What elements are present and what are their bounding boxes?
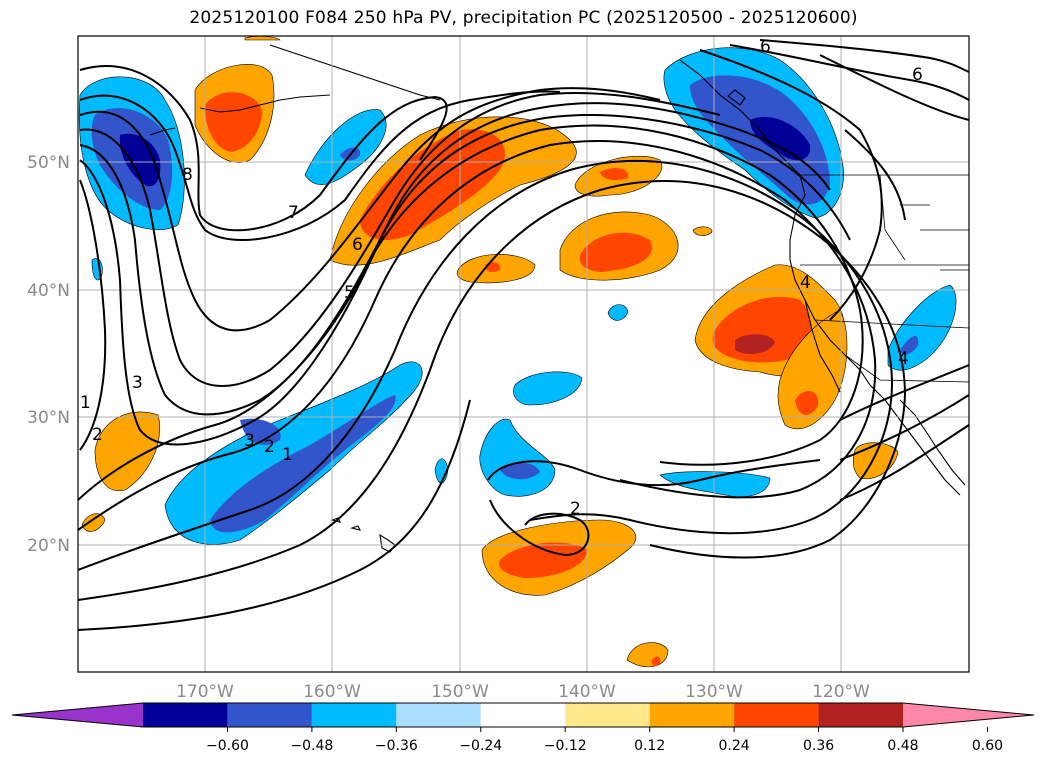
contour-label: 3 (132, 373, 143, 393)
negative-anomaly-peak (119, 133, 161, 187)
map-title: 2025120100 F084 250 hPa PV, precipitatio… (189, 8, 858, 28)
longitude-labels: 170°W 160°W 150°W 140°W 130°W 120°W (176, 682, 870, 702)
colorbar-tick-label: 0.60 (972, 738, 1003, 754)
colorbar-tick-label: −0.36 (375, 738, 418, 754)
lon-label: 150°W (431, 682, 489, 702)
contour-label: 3 (244, 431, 255, 451)
contour-label: 2 (264, 437, 275, 457)
contour-label: 2 (92, 425, 103, 445)
colorbar-segment (565, 703, 650, 727)
contour-label: 4 (898, 349, 909, 369)
colorbar-tick-label: 0.12 (634, 738, 665, 754)
precip-shading (79, 36, 957, 668)
colorbar-segment (227, 703, 312, 727)
map-frame (77, 35, 970, 673)
lat-label: 40°N (27, 281, 70, 301)
lon-label: 120°W (812, 682, 870, 702)
contour-label: 6 (352, 235, 363, 255)
lon-label: 130°W (685, 682, 743, 702)
colorbar-tick-label: 0.24 (719, 738, 750, 754)
colorbar-segment (143, 703, 228, 727)
contour-label: 1 (282, 445, 293, 465)
gridlines (78, 36, 969, 672)
colorbar-tick-label: 0.36 (803, 738, 834, 754)
pv-contours (78, 39, 969, 631)
colorbar-tick-label: −0.48 (290, 738, 333, 754)
colorbar-segment (818, 703, 903, 727)
pv-contour-labels: 6 6 8 7 6 5 4 3 1 2 3 2 1 2 4 (80, 37, 923, 519)
coastlines (149, 44, 966, 553)
colorbar-segment (12, 703, 143, 727)
colorbar-tick-label: 0.48 (887, 738, 918, 754)
colorbar: −0.60 −0.48 −0.36 −0.24 −0.12 0.12 0.24 0.36 0.4… (11, 702, 1035, 754)
contour-label: 2 (570, 499, 581, 519)
colorbar-tick-label: −0.12 (544, 738, 587, 754)
colorbar-segment (480, 703, 566, 727)
colorbar-outline (11, 702, 1035, 728)
contour-label: 6 (912, 65, 923, 85)
latitude-labels: 50°N 40°N 30°N 20°N (27, 153, 70, 556)
colorbar-segment (903, 703, 1034, 727)
colorbar-segment (734, 703, 819, 727)
contour-label: 6 (760, 37, 771, 57)
contour-label: 1 (80, 393, 91, 413)
colorbar-segment (311, 703, 397, 727)
contour-label: 4 (800, 273, 811, 293)
lat-label: 50°N (27, 153, 70, 173)
colorbar-tick-label: −0.60 (206, 738, 249, 754)
lon-label: 140°W (558, 682, 616, 702)
lon-label: 170°W (176, 682, 234, 702)
contour-label: 5 (344, 283, 355, 303)
colorbar-segment (396, 703, 481, 727)
lon-label: 160°W (303, 682, 361, 702)
contour-label: 7 (288, 203, 299, 223)
lat-label: 30°N (27, 408, 70, 428)
colorbar-segment (649, 703, 735, 727)
colorbar-tick-label: −0.24 (459, 738, 502, 754)
lat-label: 20°N (27, 536, 70, 556)
contour-label: 8 (182, 165, 193, 185)
